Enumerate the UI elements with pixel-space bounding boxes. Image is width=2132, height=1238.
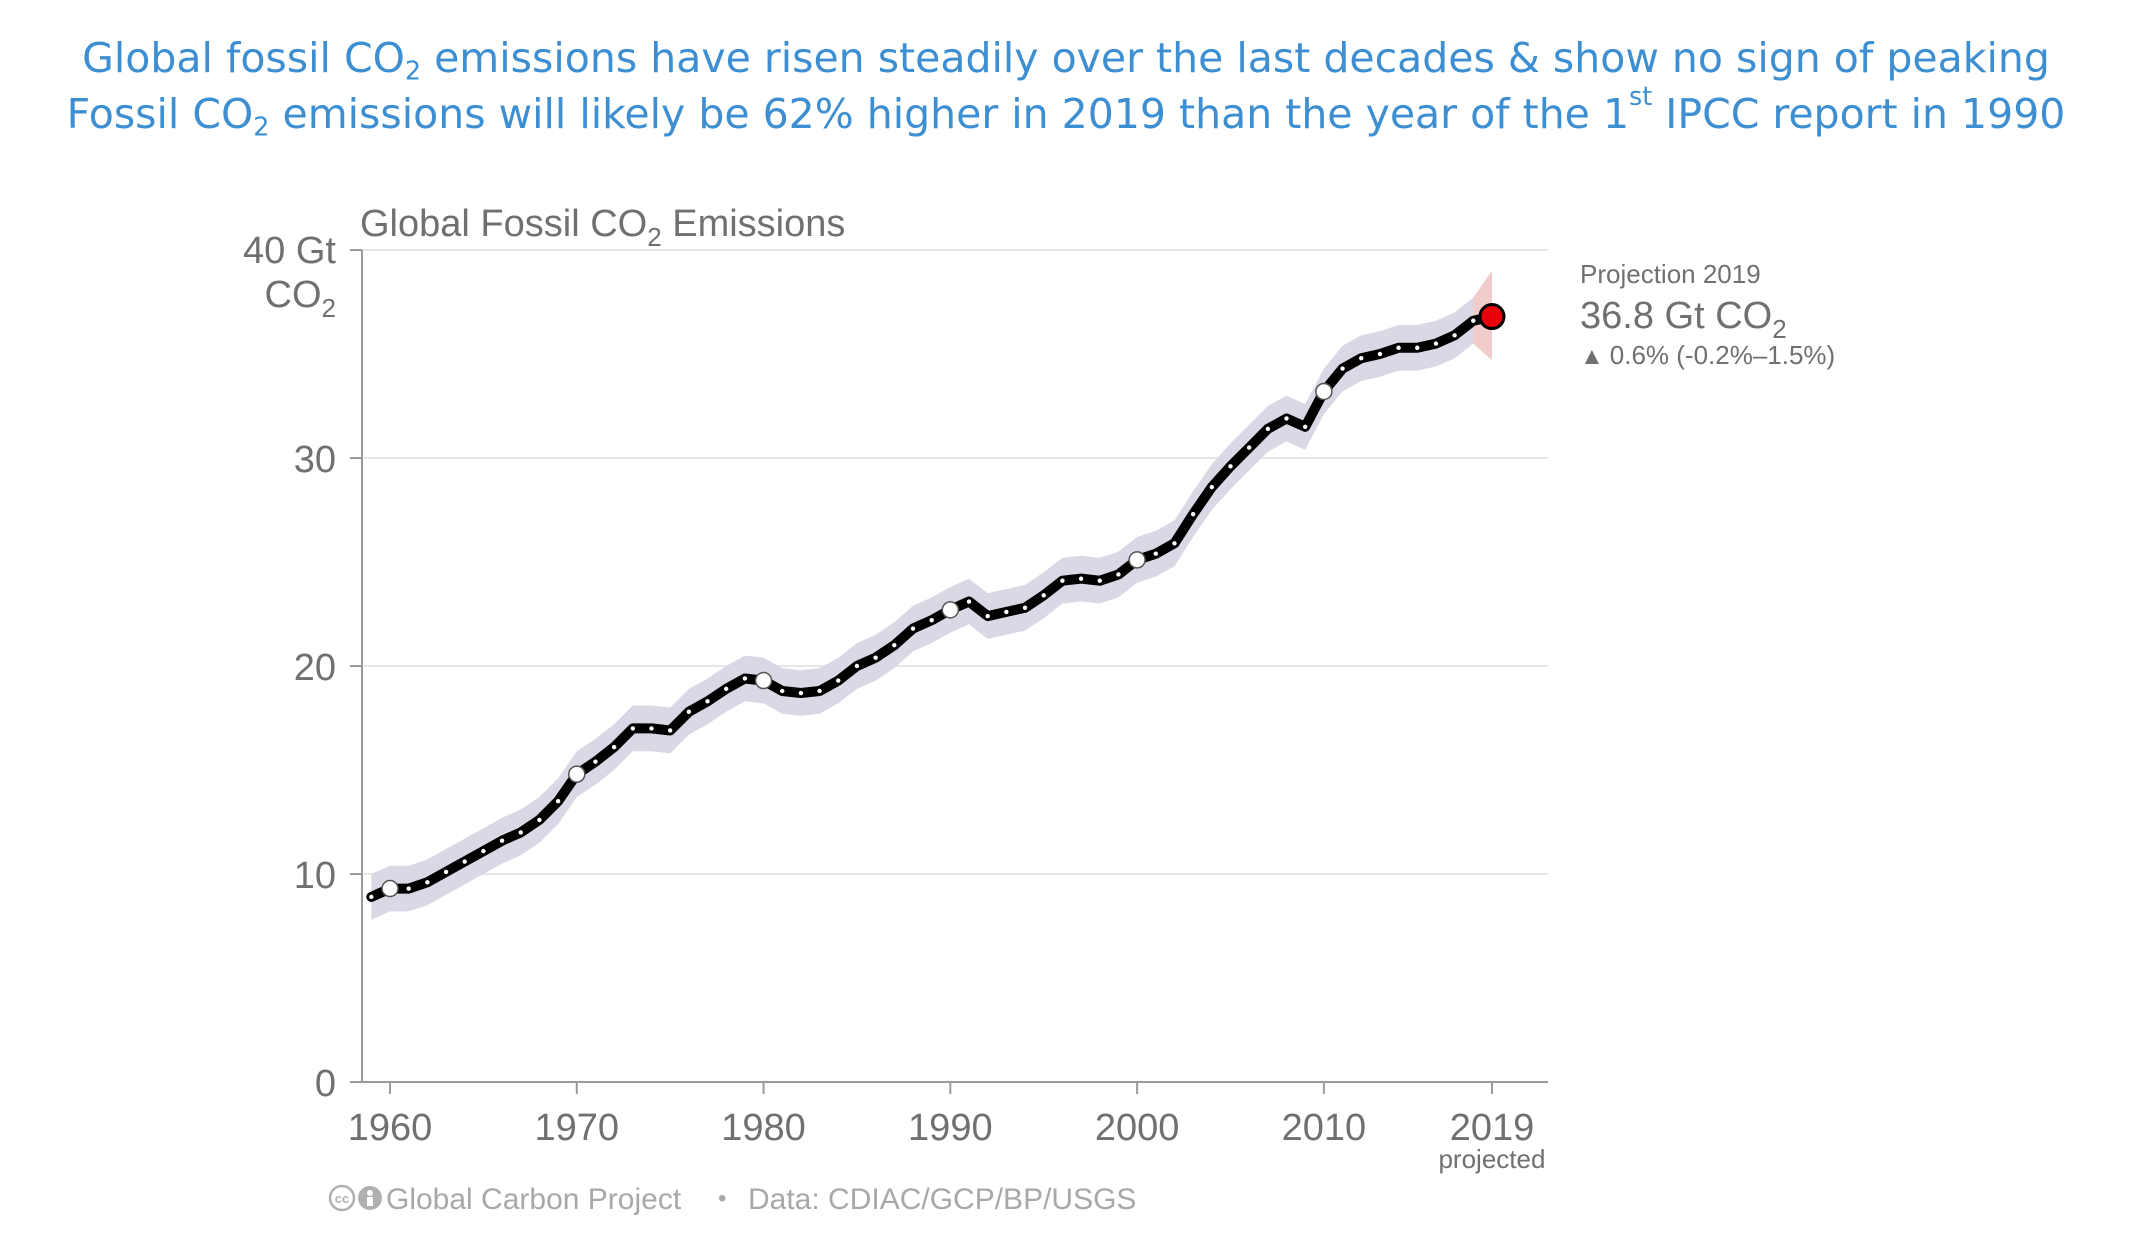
data-point (1078, 576, 1084, 581)
x-tick-label: 2010 (1282, 1107, 1367, 1149)
y-tick-label: 0 (315, 1063, 336, 1105)
projection-point (1478, 303, 1506, 331)
data-point (1359, 355, 1364, 361)
decade-marker (1128, 551, 1146, 569)
data-point (1377, 351, 1383, 357)
footer-attribution: Global Carbon Project (386, 1183, 682, 1216)
decade-marker (1315, 382, 1333, 401)
data-point (817, 688, 822, 694)
data-point (985, 613, 990, 619)
data-point (798, 690, 804, 696)
data-point (1228, 464, 1233, 469)
decade-marker (568, 765, 586, 783)
projection-value: 36.8 Gt CO2 (1580, 295, 1787, 344)
data-point (593, 759, 598, 764)
data-point (481, 848, 486, 854)
data-point (1452, 333, 1457, 338)
projection-annotation: Projection 2019 36.8 Gt CO2 ▲ 0.6% (-0.2%… (1580, 259, 1835, 370)
data-point (406, 886, 411, 891)
x-tick-label: 2000 (1095, 1107, 1180, 1149)
data-point (1041, 593, 1046, 598)
data-point (1302, 424, 1308, 429)
y-tick-labels: 0 10 20 30 (294, 439, 336, 1105)
y-axis-unit-co2: CO2 (265, 274, 336, 323)
x-tick-label: 1960 (348, 1107, 433, 1149)
data-point (1396, 345, 1401, 350)
data-point (929, 618, 934, 623)
data-point (611, 744, 617, 750)
data-point (649, 726, 654, 731)
data-point (742, 676, 748, 681)
chart-title: Global Fossil CO2 Emissions (360, 203, 845, 252)
data-point (724, 686, 729, 692)
data-point (462, 859, 467, 864)
data-point (1284, 416, 1289, 421)
data-point (1097, 578, 1102, 583)
x-tick-label: 1990 (908, 1107, 993, 1149)
data-point (425, 880, 430, 885)
data-point (630, 726, 636, 731)
decade-marker (941, 601, 960, 619)
data-point (836, 678, 841, 683)
data-point (966, 599, 972, 604)
data-point (780, 688, 785, 694)
data-point (705, 699, 710, 704)
headline-line-2: Fossil CO2 emissions will likely be 62% … (66, 81, 2066, 142)
data-points (369, 303, 1506, 900)
y-axis-unit-label: 40 Gt (243, 230, 336, 272)
data-point (854, 663, 860, 669)
svg-text:cc: cc (335, 1191, 349, 1206)
data-point (1116, 572, 1121, 577)
data-point (1153, 551, 1158, 556)
data-point (873, 655, 878, 660)
x-tick-label: 2019 (1450, 1107, 1535, 1149)
data-point (1172, 541, 1177, 546)
footer: cc Global Carbon Project • Data: CDIAC/G… (328, 1183, 1136, 1216)
x-tick-sublabel: projected (1438, 1144, 1545, 1174)
data-point (499, 838, 505, 843)
data-point (1415, 345, 1420, 350)
data-point (1060, 578, 1065, 583)
data-point (1004, 609, 1009, 615)
triangle-up-icon: ▲ (1580, 343, 1604, 370)
y-tick-label: 30 (294, 439, 336, 481)
decade-marker (754, 671, 773, 690)
projection-title: Projection 2019 (1580, 259, 1761, 289)
data-point (537, 817, 542, 823)
y-tick-label: 20 (294, 647, 336, 689)
data-point (443, 869, 449, 875)
x-tick-label: 1970 (535, 1107, 620, 1149)
x-tick-label: 1980 (721, 1107, 806, 1149)
data-point (1190, 511, 1196, 517)
data-point (910, 626, 916, 631)
decade-marker (381, 879, 399, 898)
axes (361, 250, 1548, 1083)
footer-source: Data: CDIAC/GCP/BP/USGS (748, 1183, 1136, 1216)
data-point (555, 799, 561, 804)
data-point (667, 728, 673, 733)
attribution-icon (358, 1186, 382, 1210)
footer-separator: • (718, 1185, 726, 1212)
data-point (1340, 366, 1345, 371)
headline-line-1: Global fossil CO2 emissions have risen s… (82, 34, 2050, 86)
data-point (1209, 484, 1215, 490)
data-point (1022, 605, 1028, 610)
creative-commons-icon: cc (328, 1184, 356, 1212)
data-point (1433, 341, 1439, 346)
projection-change: ▲ 0.6% (-0.2%–1.5%) (1580, 340, 1835, 370)
data-point (1246, 445, 1252, 450)
data-point (369, 894, 374, 900)
data-point (1265, 426, 1271, 432)
y-tick-label: 10 (294, 855, 336, 897)
data-point (686, 709, 692, 714)
gridlines (350, 249, 1548, 1083)
data-point (1471, 318, 1476, 323)
data-point (892, 643, 897, 648)
data-point (518, 830, 523, 835)
